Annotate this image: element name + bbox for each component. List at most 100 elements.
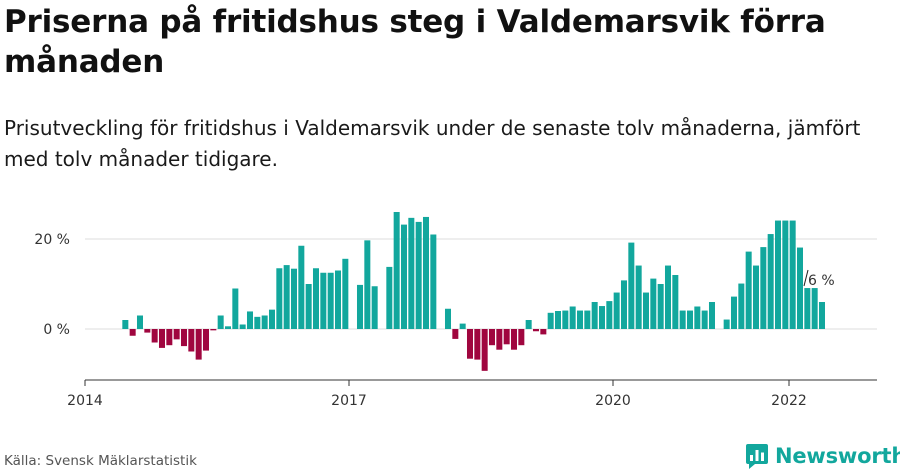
bar (305, 284, 312, 329)
bar (752, 265, 759, 329)
bar (136, 315, 143, 329)
bar (224, 326, 231, 329)
bar (217, 315, 224, 329)
bar (628, 242, 635, 329)
bar (430, 234, 437, 329)
bar (334, 270, 341, 329)
bar (708, 302, 715, 329)
bar (760, 247, 767, 329)
bar (796, 247, 803, 329)
brand[interactable]: Newsworthy (745, 441, 900, 471)
bar (386, 266, 393, 329)
annotation-leader (803, 269, 809, 287)
bar (210, 329, 217, 331)
bar (122, 320, 129, 329)
bar (474, 329, 481, 360)
bar (481, 329, 488, 371)
bar (195, 329, 202, 360)
bar (371, 286, 378, 329)
bar (620, 280, 627, 329)
brand-name: Newsworthy (775, 444, 900, 468)
bar (510, 329, 517, 350)
y-tick-label: 0 % (43, 322, 70, 338)
bar (804, 288, 811, 329)
bar (422, 216, 429, 329)
bar (239, 324, 246, 329)
bar (276, 268, 283, 329)
bar (767, 234, 774, 329)
bar (188, 329, 195, 352)
bar (664, 265, 671, 329)
bar (466, 329, 473, 359)
bar (312, 268, 319, 329)
bar (393, 212, 400, 329)
bar (730, 296, 737, 329)
bar (613, 292, 620, 329)
bar (452, 329, 459, 339)
bar (444, 308, 451, 329)
bar (774, 220, 781, 329)
bar (268, 309, 275, 329)
bar (488, 329, 495, 346)
bar (745, 251, 752, 329)
tick-labels: 0 % 20 % 2014 2017 2020 2022 6 % (34, 232, 834, 409)
bar-chart: 0 % 20 % 2014 2017 2020 2022 6 % (34, 212, 877, 409)
annotation-label: 6 % (808, 273, 835, 289)
bar (408, 217, 415, 329)
bar (166, 329, 173, 346)
bar (283, 265, 290, 329)
bar (151, 329, 158, 343)
bar (320, 272, 327, 329)
x-tick-label: 2022 (771, 393, 807, 409)
bar (298, 245, 305, 329)
bar (180, 329, 187, 347)
bar (518, 329, 525, 346)
bar (503, 329, 510, 345)
bar (290, 268, 297, 329)
x-tick-label: 2014 (67, 393, 103, 409)
x-tick-label: 2020 (595, 393, 631, 409)
bar (650, 278, 657, 329)
bar (818, 302, 825, 329)
bar (540, 329, 547, 335)
newsworthy-logo-icon (746, 444, 768, 469)
bar (738, 283, 745, 329)
bar (789, 220, 796, 329)
gridlines (85, 238, 877, 330)
bar (562, 310, 569, 329)
bar (723, 319, 730, 329)
bar (144, 329, 151, 333)
bar (679, 310, 686, 329)
bar (202, 329, 209, 351)
bar (364, 240, 371, 329)
bar (642, 292, 649, 329)
bar (356, 284, 363, 329)
bar (254, 316, 261, 329)
bar (686, 310, 693, 329)
bar (400, 224, 407, 329)
bar (598, 306, 605, 329)
bar (525, 320, 532, 329)
bar (415, 221, 422, 329)
source-note: Källa: Svensk Mäklarstatistik (4, 453, 197, 469)
bar (606, 301, 613, 329)
bar (584, 310, 591, 329)
x-tick-label: 2017 (331, 393, 367, 409)
bar (657, 284, 664, 329)
bar (496, 329, 503, 350)
bar (547, 312, 554, 329)
bar (554, 311, 561, 329)
bar (342, 258, 349, 329)
bar (635, 265, 642, 329)
bar (782, 220, 789, 329)
bar (129, 329, 136, 336)
chart-subtitle: Prisutveckling för fritidshus i Valdemar… (4, 116, 861, 171)
y-tick-label: 20 % (34, 232, 70, 248)
bar (811, 288, 818, 329)
bar (173, 329, 180, 340)
bar (158, 329, 165, 348)
bar (576, 310, 583, 329)
bar (232, 288, 239, 329)
bar (246, 311, 253, 329)
